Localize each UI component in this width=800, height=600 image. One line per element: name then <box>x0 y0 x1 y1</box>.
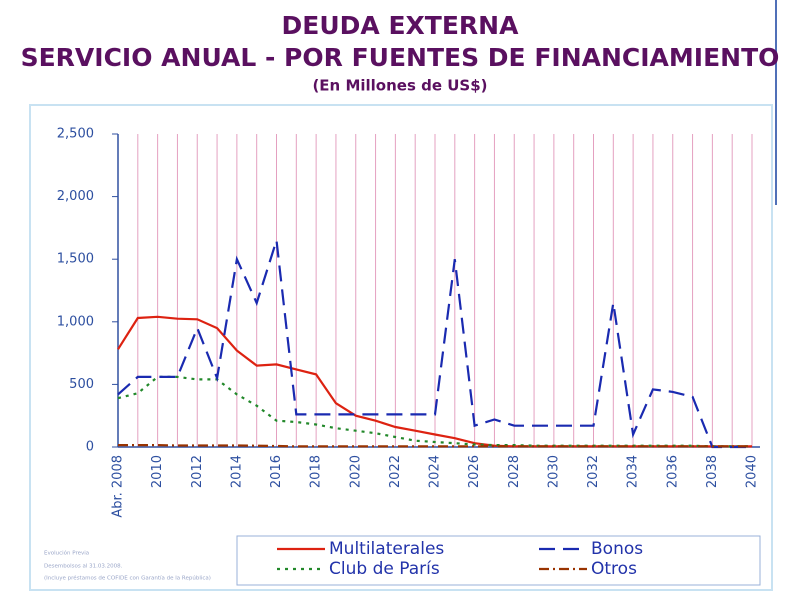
chart-frame <box>29 104 773 591</box>
series-line <box>118 444 752 448</box>
y-tick-label: 1,500 <box>57 252 94 267</box>
x-tick-label: 2024 <box>428 455 443 488</box>
legend-box <box>236 535 761 586</box>
x-tick-label: 2012 <box>190 455 205 488</box>
chart-subtitle: SERVICIO ANUAL - POR FUENTES DE FINANCIA… <box>21 43 780 72</box>
series-line <box>117 375 752 448</box>
x-tick-label: 2026 <box>467 455 482 488</box>
x-tick-label: 2022 <box>388 455 403 488</box>
x-tick-label: 2018 <box>309 455 324 488</box>
legend-label: Bonos <box>591 539 643 559</box>
note: Desembolsos al 31.03.2008. <box>44 564 123 570</box>
y-tick-label: 500 <box>69 377 94 392</box>
chart-title: DEUDA EXTERNA <box>282 11 520 40</box>
x-tick-label: 2030 <box>546 455 561 488</box>
x-tick-label: 2028 <box>507 455 522 488</box>
series-line <box>117 240 752 449</box>
x-tick-label: 2014 <box>229 455 244 488</box>
y-tick-label: 1,000 <box>57 314 94 329</box>
y-tick-label: 2,000 <box>57 189 94 204</box>
x-tick-label: 2020 <box>348 455 363 488</box>
x-tick-label: 2034 <box>626 455 641 488</box>
x-tick-label: Abr. 2008 <box>111 455 126 518</box>
x-tick-label: 2038 <box>705 455 720 488</box>
legend-label: Otros <box>591 559 637 579</box>
x-tick-label: 2016 <box>269 455 284 488</box>
y-tick-label: 2,500 <box>57 127 94 142</box>
units-label: (En Millones de US$) <box>312 77 487 95</box>
legend-label: Multilaterales <box>329 539 444 559</box>
legend-label: Club de París <box>329 559 440 579</box>
x-tick-label: 2032 <box>586 455 601 488</box>
y-tick-label: 0 <box>86 440 94 455</box>
x-tick-label: 2010 <box>150 455 165 488</box>
note: (Incluye préstamos de COFIDE con Garantí… <box>44 575 211 582</box>
note: Evolución Previa <box>44 550 89 557</box>
x-tick-label: 2036 <box>665 455 680 488</box>
x-tick-label: 2040 <box>745 455 760 488</box>
